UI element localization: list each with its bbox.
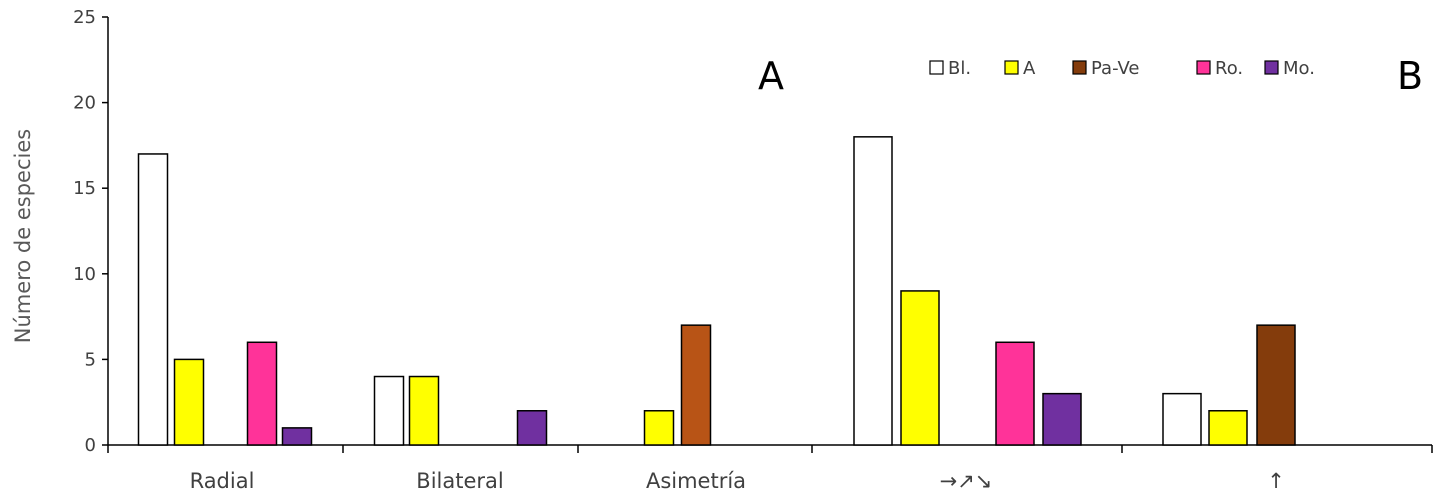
bar-mo-1-0 <box>1042 392 1082 446</box>
legend-swatch <box>1004 60 1019 75</box>
legend-label: Pa-Ve <box>1091 58 1140 79</box>
bar-a-0-1 <box>408 375 440 446</box>
legend-swatch <box>929 60 944 75</box>
legend-label: A <box>1023 58 1036 79</box>
bar-ro-0-0 <box>246 341 278 446</box>
category-label: ↑ <box>1267 469 1285 493</box>
bar-bl-0-1 <box>373 375 405 446</box>
y-tick-label: 10 <box>73 264 96 285</box>
category-label: Asimetría <box>646 469 746 493</box>
category-label: Radial <box>190 469 255 493</box>
legend-label: Bl. <box>948 58 971 79</box>
y-tick-label: 20 <box>73 93 96 114</box>
panel-label-a: A <box>758 54 784 98</box>
bar-ro-1-0 <box>995 341 1035 446</box>
legend-swatch <box>1196 60 1211 75</box>
legend: Bl. A Pa-Ve Ro. Mo. <box>929 58 1315 79</box>
bar-mo-0-0 <box>281 427 313 446</box>
legend-swatch <box>1072 60 1087 75</box>
bar-a-1-0 <box>900 290 940 446</box>
category-label: →↗↘ <box>940 469 993 493</box>
bar-mo-0-1 <box>516 410 548 446</box>
bar-bl-1-1 <box>1162 392 1202 446</box>
bars <box>137 136 1296 446</box>
bar-a-0-0 <box>173 358 205 446</box>
category-labels: Radial Bilateral Asimetría →↗↘ ↑ <box>190 469 1285 493</box>
category-label: Bilateral <box>416 469 503 493</box>
bar-bl-1-0 <box>853 136 893 446</box>
y-axis: 0 5 10 15 20 25 <box>73 7 109 456</box>
panel-label-b: B <box>1397 54 1423 98</box>
bar-a-1-1 <box>1208 410 1248 446</box>
bar-bl-0-0 <box>137 153 169 446</box>
y-tick-label: 5 <box>85 349 96 370</box>
bar-pave-1-1 <box>1256 324 1296 446</box>
y-tick-label: 0 <box>85 435 96 456</box>
legend-swatch <box>1264 60 1279 75</box>
x-axis <box>107 444 1433 453</box>
legend-label: Mo. <box>1283 58 1315 79</box>
y-tick-label: 15 <box>73 178 96 199</box>
bar-pave-0-2 <box>680 324 712 446</box>
y-tick-label: 25 <box>73 7 96 28</box>
y-axis-title: Número de especies <box>11 129 35 343</box>
legend-label: Ro. <box>1215 58 1243 79</box>
bar-a-0-2 <box>643 410 675 446</box>
